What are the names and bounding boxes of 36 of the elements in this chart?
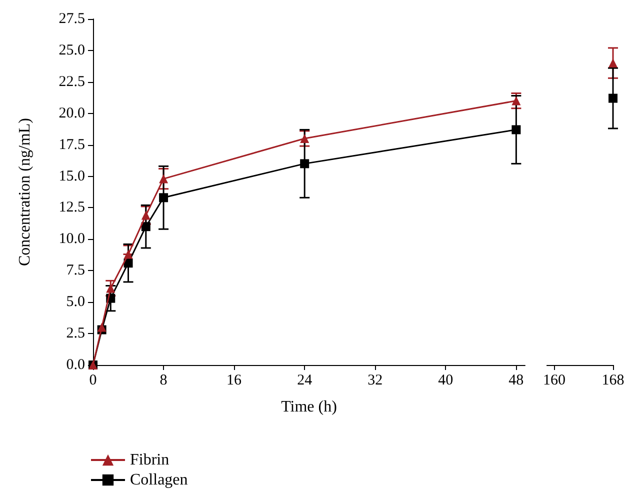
- point: [159, 193, 168, 202]
- x-tick-label: 16: [226, 372, 242, 388]
- y-axis-title: Concentration (ng/mL): [16, 118, 34, 266]
- x-tick-label: 32: [368, 372, 383, 388]
- y-tick-label: 17.5: [58, 136, 85, 153]
- x-tick-label: 168: [602, 372, 624, 388]
- point: [141, 222, 150, 232]
- point: [141, 210, 150, 220]
- point: [300, 159, 310, 168]
- x-tick-label: 48: [508, 372, 524, 388]
- point: [106, 284, 116, 293]
- point: [512, 96, 521, 106]
- y-tick-label: 20.0: [58, 105, 85, 122]
- point: [97, 322, 106, 332]
- point: [300, 134, 310, 144]
- x-tick-label: 8: [160, 372, 168, 388]
- y-tick-label: 12.5: [58, 200, 85, 216]
- y-tick-label: 27.5: [58, 11, 85, 27]
- x-tick-label: 24: [297, 372, 313, 388]
- x-tick-label: 0: [89, 372, 97, 388]
- y-tick-label: 15.0: [58, 168, 85, 184]
- y-tick-label: 0.0: [66, 357, 85, 373]
- y-tick-label: 5.0: [66, 294, 85, 310]
- point: [124, 250, 133, 259]
- x-axis-title: Time (h): [281, 398, 337, 416]
- y-tick-label: 22.5: [58, 74, 85, 90]
- legend-label: Fibrin: [130, 452, 170, 468]
- legend-label: Collagen: [130, 472, 188, 488]
- point: [159, 174, 168, 184]
- y-tick-label: 7.5: [66, 262, 85, 279]
- y-tick-label: 2.5: [66, 326, 85, 342]
- point: [512, 125, 521, 134]
- x-tick-label: 160: [543, 372, 566, 388]
- x-tick-label: 40: [438, 372, 454, 388]
- y-tick-label: 25.0: [58, 42, 85, 58]
- y-tick-label: 10.0: [58, 231, 85, 248]
